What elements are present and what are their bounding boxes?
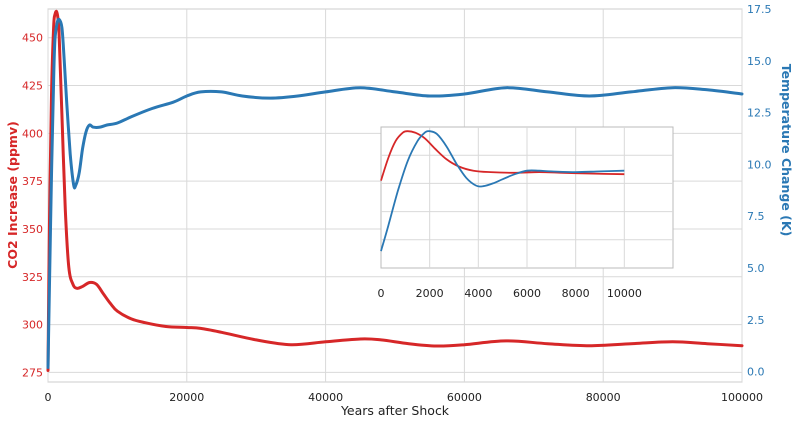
y-left-tick-label: 275 <box>22 366 43 379</box>
y-left-tick-label: 325 <box>22 271 43 284</box>
y-axis-right-title: Temperature Change (K) <box>779 64 793 237</box>
inset-x-tick-label: 8000 <box>562 287 590 300</box>
y-right-tick-label: 17.5 <box>747 3 772 16</box>
y-left-tick-label: 300 <box>22 319 43 332</box>
y-right-tick-label: 2.5 <box>747 314 765 327</box>
x-tick-label: 40000 <box>308 391 343 404</box>
y-axis-left-title: CO2 Increase (ppmv) <box>5 121 20 269</box>
x-tick-label: 0 <box>45 391 52 404</box>
y-right-tick-label: 0.0 <box>747 366 765 379</box>
inset-co2-line <box>380 130 625 181</box>
x-axis-title: Years after Shock <box>340 403 450 418</box>
y-right-tick-label: 5.0 <box>747 262 765 275</box>
y-left-tick-label: 375 <box>22 175 43 188</box>
y-right-tick-label: 15.0 <box>747 55 772 68</box>
x-tick-label: 100000 <box>721 391 763 404</box>
axis-ticks: 0 20000 40000 60000 80000 1000002753003253503… <box>22 3 772 404</box>
y-left-tick-label: 425 <box>22 80 43 93</box>
temperature-series-line <box>46 17 744 369</box>
inset-x-tick-label: 6000 <box>513 287 541 300</box>
x-tick-label: 20000 <box>169 391 204 404</box>
y-right-tick-label: 7.5 <box>747 210 765 223</box>
inset-chart: 0 2000 4000 6000 8000 10000 <box>378 126 674 300</box>
inset-x-tick-label: 4000 <box>464 287 492 300</box>
inset-x-tick-label: 2000 <box>416 287 444 300</box>
x-tick-label: 80000 <box>586 391 621 404</box>
inset-temperature-line <box>380 130 625 252</box>
y-right-tick-label: 10.0 <box>747 158 772 171</box>
main-series <box>46 9 744 372</box>
inset-x-tick-label: 0 <box>378 287 385 300</box>
x-tick-label: 60000 <box>447 391 482 404</box>
y-left-tick-label: 450 <box>22 32 43 45</box>
y-left-tick-label: 400 <box>22 127 43 140</box>
inset-x-tick-label: 10000 <box>607 287 642 300</box>
y-left-tick-label: 350 <box>22 223 43 236</box>
y-right-tick-label: 12.5 <box>747 107 772 120</box>
